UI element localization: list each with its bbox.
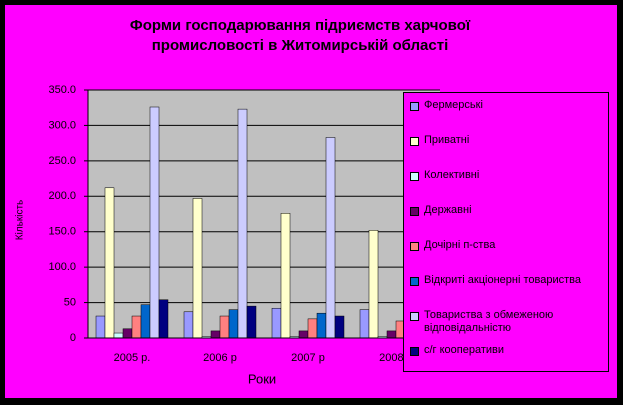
y-tick-label: 350.0 <box>48 84 76 96</box>
legend-label: Державні <box>424 204 472 216</box>
legend-swatch <box>410 102 419 111</box>
bar <box>228 309 239 339</box>
legend-label: Дочірні п-ства <box>424 239 496 251</box>
bar <box>325 137 336 339</box>
x-tick-label: 2007 р <box>291 352 325 364</box>
legend-label: с/г кооперативи <box>424 344 505 356</box>
legend-label: Товариства з обмеженою відповідальністю <box>424 309 554 334</box>
bar <box>298 330 309 339</box>
y-tick-label: 100.0 <box>48 261 76 273</box>
bar <box>271 307 282 339</box>
x-axis-label: Роки <box>248 371 276 386</box>
bar <box>307 318 318 339</box>
legend-swatch <box>410 207 419 216</box>
legend-label: Відкриті акціонерні товариства <box>424 274 581 286</box>
bar <box>246 305 257 339</box>
legend-item: Державні <box>410 204 606 217</box>
chart-title: Форми господарювання підриємств харчової… <box>129 17 471 54</box>
bar <box>113 332 124 339</box>
legend-item: Дочірні п-ства <box>410 239 606 252</box>
bar <box>210 330 221 339</box>
bar <box>183 311 194 339</box>
x-tick-label: 2005 р. <box>114 352 151 364</box>
y-axis-label: Кількість <box>15 200 26 240</box>
bar <box>368 230 379 339</box>
y-tick-label: 50 <box>64 296 76 308</box>
y-tick-label: 300.0 <box>48 119 76 131</box>
legend-label: Приватні <box>424 134 470 146</box>
plot-area <box>88 90 440 338</box>
bar <box>158 299 169 339</box>
legend-swatch <box>410 137 419 146</box>
legend-item: с/г кооперативи <box>410 344 606 357</box>
bar <box>131 315 142 339</box>
bar <box>104 187 115 339</box>
legend-item: Приватні <box>410 134 606 147</box>
bar <box>386 330 397 339</box>
bar <box>95 315 106 339</box>
legend-swatch <box>410 172 419 181</box>
bar <box>280 213 291 339</box>
bar <box>122 328 133 339</box>
bar <box>140 304 151 339</box>
bar <box>334 315 345 339</box>
bar <box>237 108 248 339</box>
y-tick-label: 200.0 <box>48 190 76 202</box>
legend: Фермерські Приватні Колективні Державні Дочі… <box>403 92 609 372</box>
legend-item: Відкриті акціонерні товариства <box>410 274 606 287</box>
legend-item: Фермерські <box>410 99 606 112</box>
legend-swatch <box>410 347 419 356</box>
bar <box>316 312 327 339</box>
y-tick-label: 150.0 <box>48 226 76 238</box>
y-tick-label: 0 <box>70 332 76 344</box>
bar <box>149 106 160 339</box>
legend-swatch <box>410 277 419 286</box>
bar <box>359 309 370 339</box>
legend-item: Колективні <box>410 169 606 182</box>
bar <box>219 315 230 339</box>
legend-label: Колективні <box>424 169 480 181</box>
legend-swatch <box>410 242 419 251</box>
y-tick-label: 250.0 <box>48 155 76 167</box>
bar <box>192 198 203 339</box>
legend-swatch <box>410 312 419 321</box>
legend-item: Товариства з обмеженою відповідальністю <box>410 309 606 335</box>
legend-label: Фермерські <box>424 99 483 111</box>
x-tick-label: 2006 р <box>203 352 237 364</box>
